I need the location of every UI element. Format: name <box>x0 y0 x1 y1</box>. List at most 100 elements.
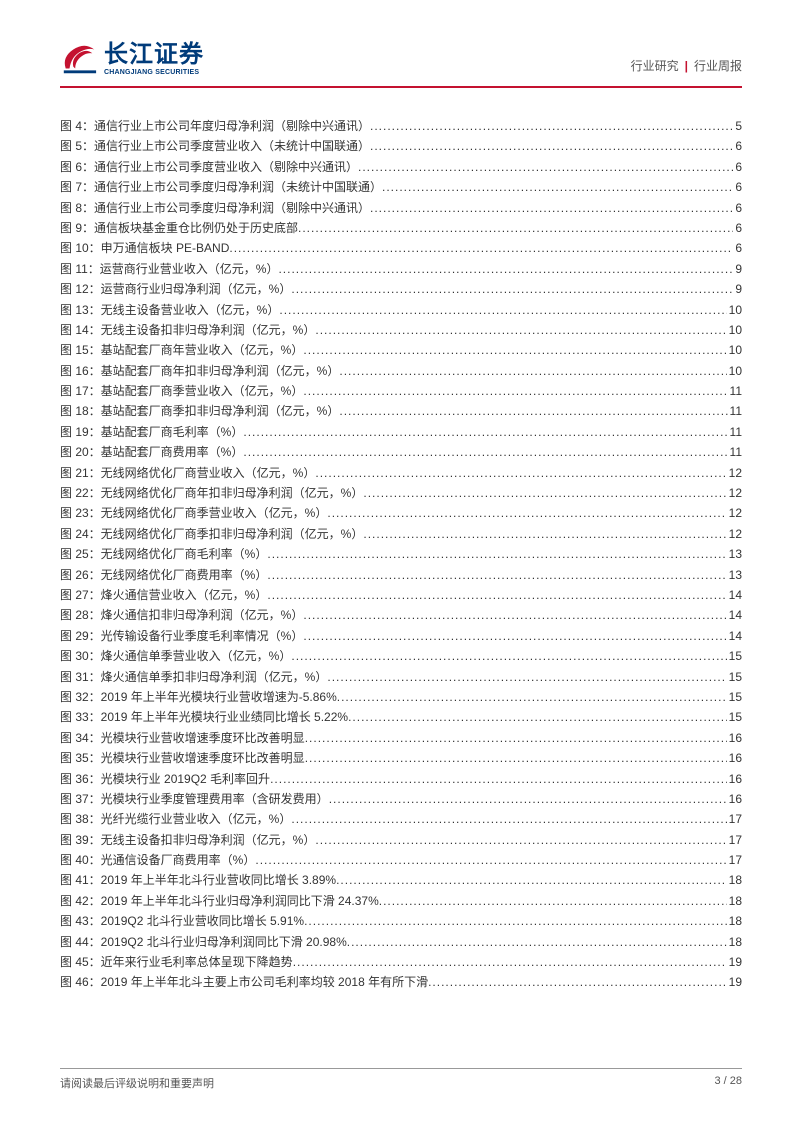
toc-leader-dots <box>336 870 727 890</box>
toc-row: 图 8：通信行业上市公司季度归母净利润（剔除中兴通讯）6 <box>60 198 742 218</box>
toc-row: 图 11：运营商行业营业收入（亿元，%）9 <box>60 259 742 279</box>
toc-page-number: 18 <box>727 870 742 890</box>
toc-row: 图 28：烽火通信扣非归母净利润（亿元，%） 14 <box>60 605 742 625</box>
toc-leader-dots <box>329 789 727 809</box>
toc-leader-dots <box>278 259 733 279</box>
toc-leader-dots <box>303 605 726 625</box>
toc-page-number: 14 <box>727 605 742 625</box>
toc-label: 图 16：基站配套厂商年扣非归母净利润（亿元，%） <box>60 361 339 381</box>
toc-row: 图 21：无线网络优化厂商营业收入（亿元，%）12 <box>60 463 742 483</box>
toc-label: 图 25：无线网络优化厂商毛利率（%） <box>60 544 267 564</box>
toc-page-number: 16 <box>727 748 742 768</box>
toc-page-number: 14 <box>727 626 742 646</box>
toc-row: 图 30：烽火通信单季营业收入（亿元，%）15 <box>60 646 742 666</box>
toc-leader-dots <box>363 524 726 544</box>
toc-page-number: 17 <box>727 809 742 829</box>
toc-leader-dots <box>339 361 726 381</box>
toc-label: 图 34：光模块行业营收增速季度环比改善明显 <box>60 728 305 748</box>
toc-label: 图 30：烽火通信单季营业收入（亿元，%） <box>60 646 291 666</box>
breadcrumb-separator-icon: | <box>685 59 688 73</box>
toc-label: 图 10：申万通信板块 PE-BAND <box>60 238 229 258</box>
toc-row: 图 4：通信行业上市公司年度归母净利润（剔除中兴通讯）5 <box>60 116 742 136</box>
toc-page-number: 16 <box>727 769 742 789</box>
toc-row: 图 25：无线网络优化厂商毛利率（%）13 <box>60 544 742 564</box>
toc-page-number: 19 <box>727 972 742 992</box>
toc-row: 图 29：光传输设备行业季度毛利率情况（%）14 <box>60 626 742 646</box>
toc-label: 图 19：基站配套厂商毛利率（%） <box>60 422 243 442</box>
toc-page-number: 13 <box>727 565 742 585</box>
footer-page-indicator: 3 / 28 <box>714 1075 742 1091</box>
toc-label: 图 8：通信行业上市公司季度归母净利润（剔除中兴通讯） <box>60 198 370 218</box>
toc-row: 图 22：无线网络优化厂商年扣非归母净利润（亿元，%）12 <box>60 483 742 503</box>
toc-label: 图 44：2019Q2 北斗行业归母净利润同比下滑 20.98% <box>60 932 347 952</box>
toc-leader-dots <box>267 565 726 585</box>
toc-label: 图 21：无线网络优化厂商营业收入（亿元，%） <box>60 463 315 483</box>
toc-row: 图 10：申万通信板块 PE-BAND 6 <box>60 238 742 258</box>
page-footer: 请阅读最后评级说明和重要声明 3 / 28 <box>60 1068 742 1091</box>
page-total: 28 <box>730 1075 742 1087</box>
toc-row: 图 27：烽火通信营业收入（亿元，%） 14 <box>60 585 742 605</box>
toc-row: 图 40：光通信设备厂商费用率（%）17 <box>60 850 742 870</box>
toc-leader-dots <box>298 218 733 238</box>
toc-row: 图 5：通信行业上市公司季度营业收入（未统计中国联通）6 <box>60 136 742 156</box>
toc-label: 图 33：2019 年上半年光模块行业业绩同比增长 5.22% <box>60 707 348 727</box>
table-of-contents: 图 4：通信行业上市公司年度归母净利润（剔除中兴通讯）5图 5：通信行业上市公司… <box>0 88 802 993</box>
toc-label: 图 7：通信行业上市公司季度归母净利润（未统计中国联通） <box>60 177 382 197</box>
toc-row: 图 18：基站配套厂商季扣非归母净利润（亿元，%）11 <box>60 401 742 421</box>
toc-leader-dots <box>243 442 727 462</box>
toc-label: 图 37：光模块行业季度管理费用率（含研发费用） <box>60 789 329 809</box>
toc-row: 图 14：无线主设备扣非归母净利润（亿元，%） 10 <box>60 320 742 340</box>
toc-leader-dots <box>370 116 733 136</box>
toc-leader-dots <box>379 891 727 911</box>
toc-leader-dots <box>303 381 727 401</box>
toc-label: 图 13：无线主设备营业收入（亿元，%） <box>60 300 279 320</box>
toc-leader-dots <box>303 626 726 646</box>
toc-row: 图 20：基站配套厂商费用率（%）11 <box>60 442 742 462</box>
toc-page-number: 6 <box>733 136 742 156</box>
page-sep: / <box>721 1075 730 1087</box>
toc-leader-dots <box>305 748 727 768</box>
company-logo-icon <box>60 40 98 78</box>
toc-leader-dots <box>347 932 727 952</box>
toc-page-number: 9 <box>733 259 742 279</box>
toc-row: 图 12：运营商行业归母净利润（亿元，%）9 <box>60 279 742 299</box>
logo-en: CHANGJIANG SECURITIES <box>104 69 204 76</box>
toc-page-number: 10 <box>727 320 742 340</box>
toc-label: 图 4：通信行业上市公司年度归母净利润（剔除中兴通讯） <box>60 116 370 136</box>
toc-leader-dots <box>327 667 726 687</box>
toc-leader-dots <box>291 646 726 666</box>
toc-label: 图 26：无线网络优化厂商费用率（%） <box>60 565 267 585</box>
toc-label: 图 14：无线主设备扣非归母净利润（亿元，%） <box>60 320 315 340</box>
toc-row: 图 9：通信板块基金重仓比例仍处于历史底部6 <box>60 218 742 238</box>
toc-label: 图 27：烽火通信营业收入（亿元，%） <box>60 585 267 605</box>
toc-page-number: 12 <box>727 483 742 503</box>
toc-label: 图 28：烽火通信扣非归母净利润（亿元，%） <box>60 605 303 625</box>
toc-page-number: 14 <box>727 585 742 605</box>
toc-page-number: 15 <box>727 687 742 707</box>
toc-row: 图 38：光纤光缆行业营业收入（亿元，%） 17 <box>60 809 742 829</box>
toc-label: 图 40：光通信设备厂商费用率（%） <box>60 850 255 870</box>
page-header: 长江证券 CHANGJIANG SECURITIES 行业研究 | 行业周报 <box>0 0 802 86</box>
toc-page-number: 12 <box>727 503 742 523</box>
toc-label: 图 38：光纤光缆行业营业收入（亿元，%） <box>60 809 291 829</box>
toc-leader-dots <box>293 952 727 972</box>
toc-label: 图 9：通信板块基金重仓比例仍处于历史底部 <box>60 218 298 238</box>
toc-leader-dots <box>382 177 733 197</box>
toc-row: 图 19：基站配套厂商毛利率（%）11 <box>60 422 742 442</box>
toc-leader-dots <box>305 728 727 748</box>
toc-leader-dots <box>303 340 726 360</box>
toc-page-number: 18 <box>727 891 742 911</box>
toc-page-number: 19 <box>727 952 742 972</box>
toc-row: 图 46：2019 年上半年北斗主要上市公司毛利率均较 2018 年有所下滑19 <box>60 972 742 992</box>
toc-row: 图 16：基站配套厂商年扣非归母净利润（亿元，%） 10 <box>60 361 742 381</box>
toc-page-number: 11 <box>728 381 742 401</box>
toc-row: 图 43：2019Q2 北斗行业营收同比增长 5.91%18 <box>60 911 742 931</box>
toc-label: 图 39：无线主设备扣非归母净利润（亿元，%） <box>60 830 315 850</box>
toc-leader-dots <box>339 401 727 421</box>
toc-page-number: 11 <box>728 442 742 462</box>
toc-page-number: 10 <box>727 361 742 381</box>
logo-text: 长江证券 CHANGJIANG SECURITIES <box>104 43 204 76</box>
toc-label: 图 6：通信行业上市公司季度营业收入（剔除中兴通讯） <box>60 157 358 177</box>
breadcrumb: 行业研究 | 行业周报 <box>631 57 742 78</box>
toc-page-number: 6 <box>733 238 742 258</box>
